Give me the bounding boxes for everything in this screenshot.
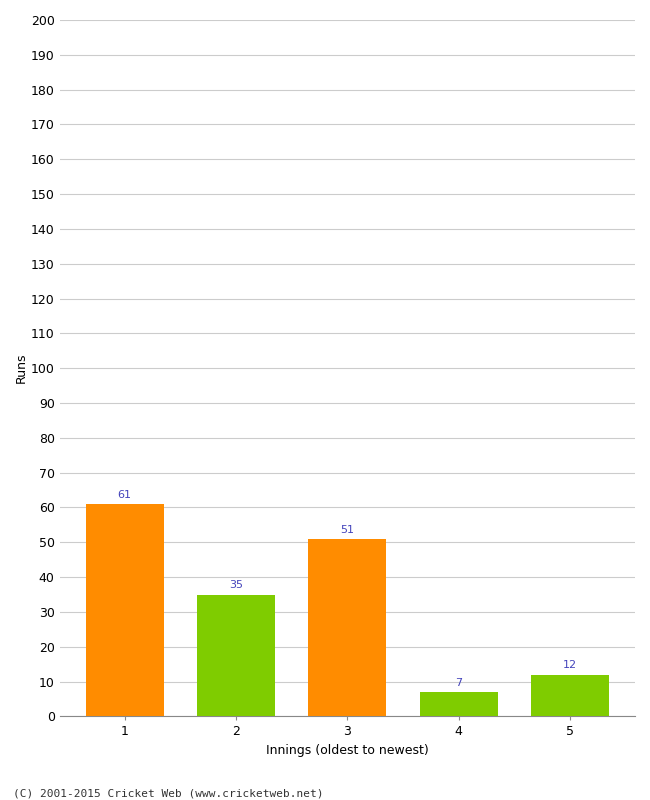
- Bar: [420, 692, 497, 717]
- Bar: [531, 674, 609, 717]
- Bar: [308, 539, 386, 717]
- Text: 12: 12: [563, 661, 577, 670]
- X-axis label: Innings (oldest to newest): Innings (oldest to newest): [266, 744, 428, 757]
- Bar: [197, 594, 275, 717]
- Text: 35: 35: [229, 580, 243, 590]
- Bar: [86, 504, 164, 717]
- Y-axis label: Runs: Runs: [15, 353, 28, 383]
- Text: (C) 2001-2015 Cricket Web (www.cricketweb.net): (C) 2001-2015 Cricket Web (www.cricketwe…: [13, 788, 324, 798]
- Text: 51: 51: [340, 525, 354, 534]
- Text: 61: 61: [118, 490, 132, 500]
- Text: 7: 7: [455, 678, 462, 688]
